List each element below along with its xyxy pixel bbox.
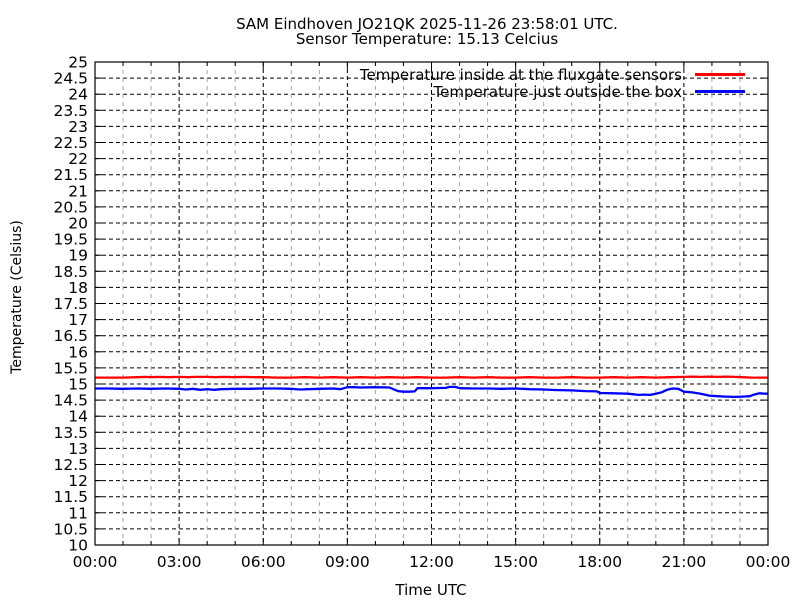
y-tick-label: 25 [68, 54, 88, 72]
y-tick-label: 10 [68, 537, 88, 555]
y-tick-label: 24 [68, 86, 88, 104]
y-tick-label: 23.5 [53, 102, 88, 120]
x-tick-label: 09:00 [325, 553, 370, 571]
y-tick-label: 10.5 [53, 520, 88, 538]
legend-label-inside: Temperature inside at the fluxgate senso… [359, 65, 682, 84]
x-tick-label: 12:00 [409, 553, 454, 571]
legend-item-outside: Temperature just outside the box [360, 82, 745, 101]
y-tick-label: 11 [68, 504, 88, 522]
y-tick-label: 20 [68, 215, 88, 233]
y-axis-title: Temperature (Celsius) [9, 220, 25, 374]
y-tick-label: 22 [68, 150, 88, 168]
y-tick-label: 19 [68, 247, 88, 265]
series-line-inside [95, 375, 768, 379]
y-tick-label: 16 [68, 343, 88, 361]
y-tick-label: 15 [68, 376, 88, 394]
x-tick-label: 00:00 [746, 553, 791, 571]
plot-border [94, 61, 769, 546]
y-tick-label: 12.5 [53, 456, 88, 474]
x-tick-label: 18:00 [577, 553, 622, 571]
y-tick-label: 19.5 [53, 231, 88, 249]
y-tick-label: 17.5 [53, 295, 88, 313]
y-tick-label: 18.5 [53, 263, 88, 281]
y-tick-label: 13.5 [53, 424, 88, 442]
y-tick-label: 22.5 [53, 134, 88, 152]
y-tick-label: 11.5 [53, 488, 88, 506]
legend-line-sample-inside [695, 73, 745, 76]
y-tick-label: 17 [68, 311, 88, 329]
y-tick-label: 21 [68, 182, 88, 200]
legend-label-outside: Temperature just outside the box [433, 82, 683, 101]
x-tick-label: 00:00 [73, 553, 118, 571]
y-tick-label: 20.5 [53, 198, 88, 216]
y-tick-label: 16.5 [53, 327, 88, 345]
y-tick-label: 15.5 [53, 359, 88, 377]
x-tick-label: 06:00 [241, 553, 286, 571]
y-tick-label: 18 [68, 279, 88, 297]
series-line-outside [95, 385, 768, 399]
y-tick-label: 14 [68, 408, 88, 426]
x-axis-title: Time UTC [395, 581, 467, 599]
y-tick-label: 23 [68, 118, 88, 136]
y-tick-label: 21.5 [53, 166, 88, 184]
legend: Temperature inside at the fluxgate senso… [359, 65, 745, 101]
chart-title: SAM Eindhoven JO21QK 2025-11-26 23:58:01… [236, 15, 618, 33]
y-tick-label: 14.5 [53, 392, 88, 410]
chart-subtitle: Sensor Temperature: 15.13 Celcius [295, 30, 559, 48]
y-tick-label: 24.5 [53, 70, 88, 88]
x-tick-label: 21:00 [662, 553, 707, 571]
legend-line-sample-outside [695, 90, 745, 93]
y-tick-label: 13 [68, 440, 88, 458]
x-tick-label: 03:00 [157, 553, 202, 571]
legend-item-inside: Temperature inside at the fluxgate senso… [359, 65, 745, 84]
x-tick-label: 15:00 [493, 553, 538, 571]
y-tick-label: 12 [68, 472, 88, 490]
